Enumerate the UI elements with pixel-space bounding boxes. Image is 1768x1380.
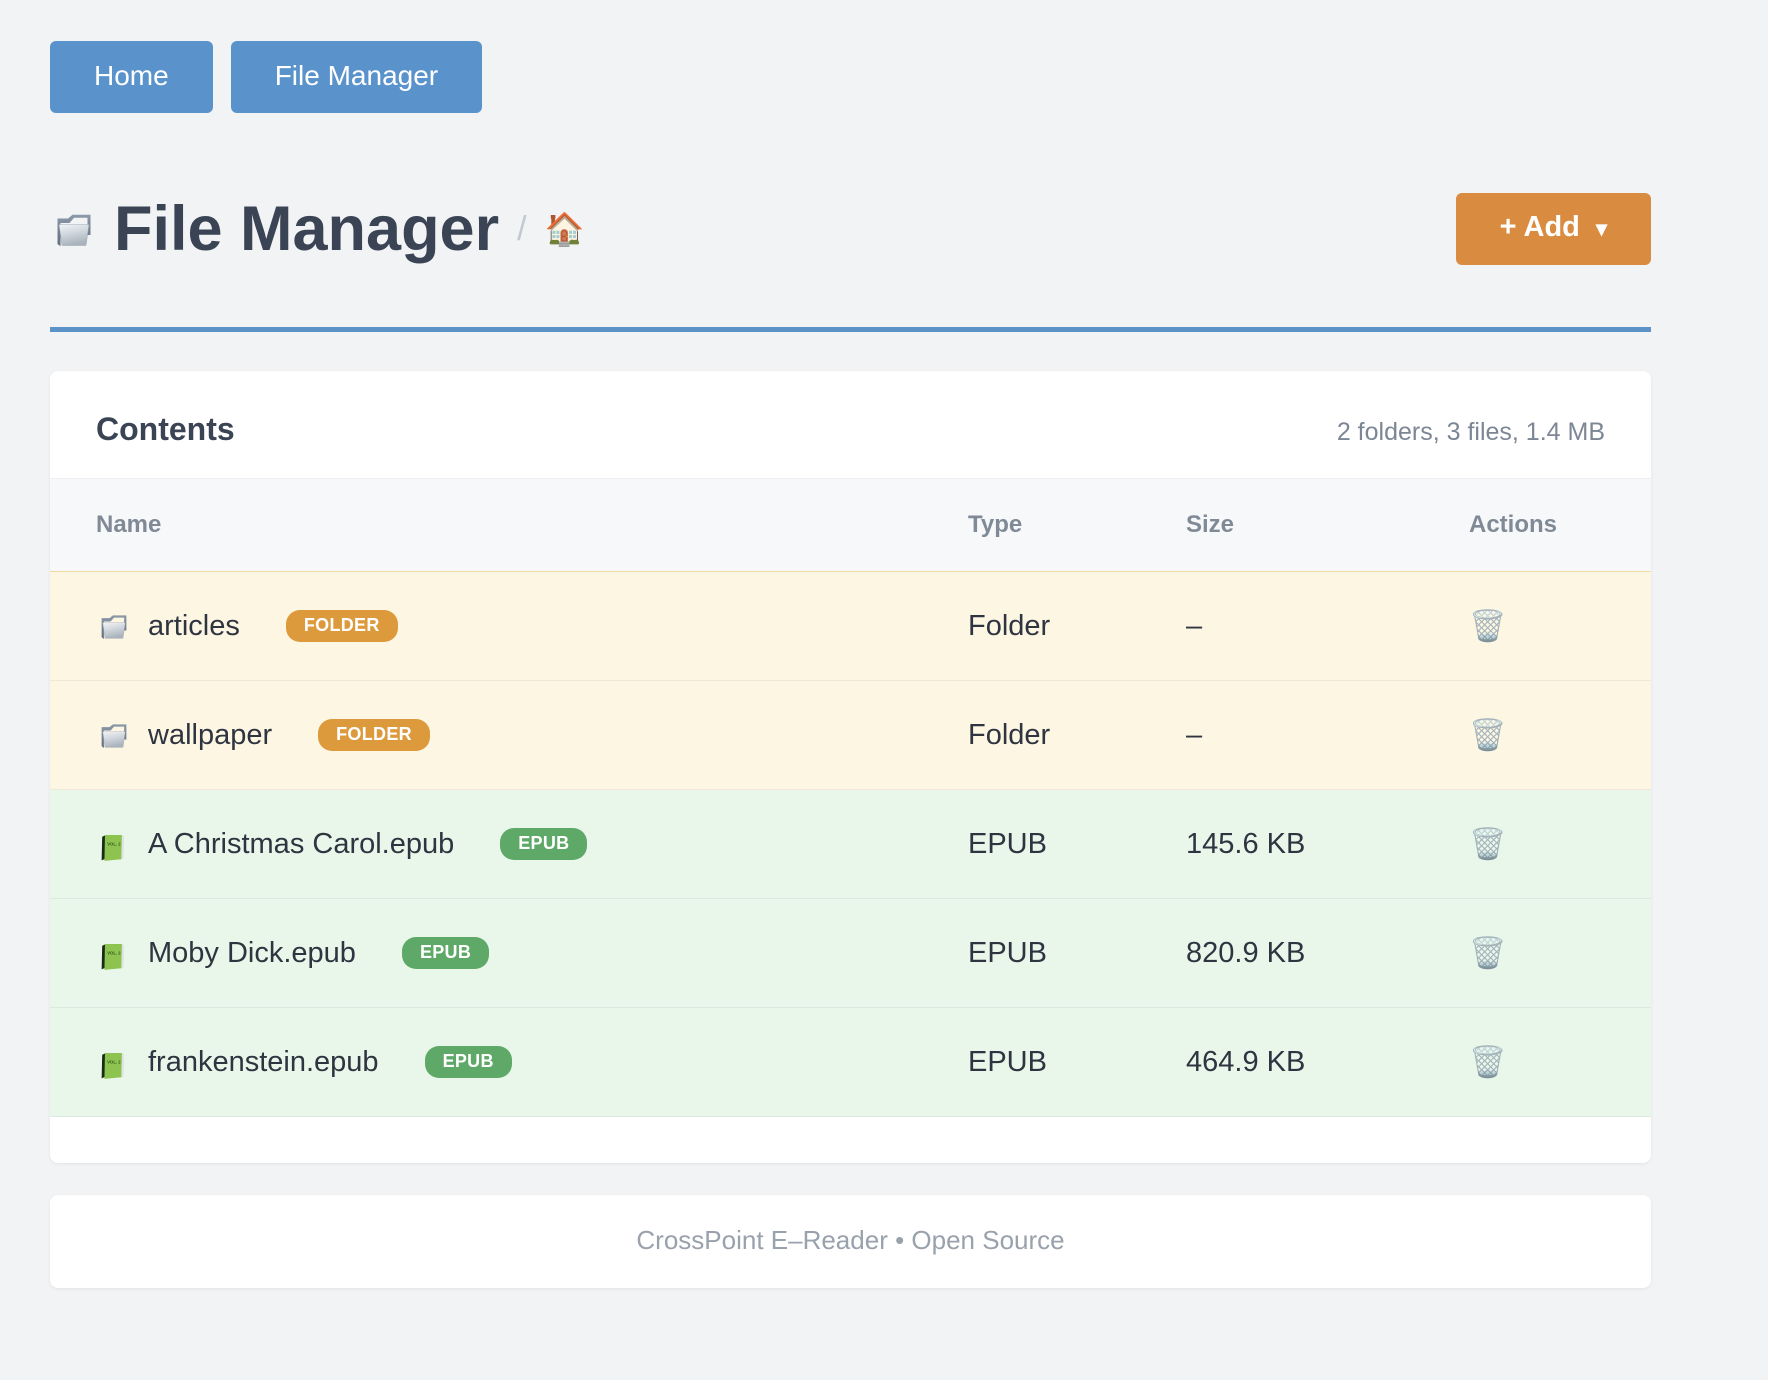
svg-text:VOL. 2: VOL. 2 [107, 842, 121, 847]
svg-text:VOL. 2: VOL. 2 [107, 951, 121, 956]
svg-text:VOL. 2: VOL. 2 [107, 1060, 121, 1065]
